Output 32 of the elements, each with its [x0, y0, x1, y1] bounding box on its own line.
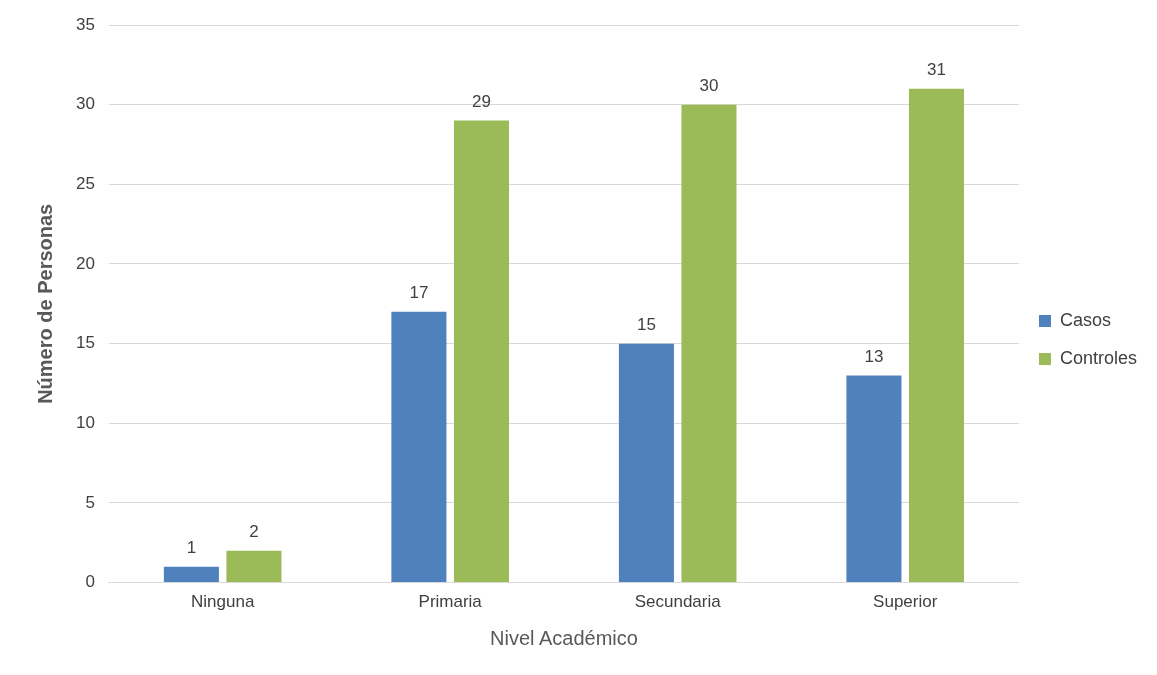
- data-label: 31: [927, 59, 946, 79]
- data-label: 15: [636, 314, 656, 334]
- x-tick-label: Primaria: [418, 592, 483, 612]
- data-label: 30: [699, 75, 719, 95]
- y-tick-label: 5: [85, 492, 95, 512]
- data-label: 13: [864, 346, 884, 366]
- y-tick-label: 20: [75, 253, 95, 273]
- y-tick-label: 25: [75, 174, 95, 193]
- data-label: 29: [472, 91, 491, 111]
- data-label: 17: [409, 282, 429, 302]
- bar: [618, 343, 674, 583]
- y-tick-label: 15: [75, 333, 95, 353]
- y-tick-label: 0: [85, 572, 95, 592]
- x-axis-title: Nivel Académico: [490, 626, 638, 649]
- bar: [391, 311, 447, 583]
- x-tick-label: Superior: [873, 592, 938, 612]
- bar: [908, 88, 965, 583]
- legend-label: Controles: [1059, 347, 1138, 368]
- bar: [453, 120, 509, 583]
- data-label: 2: [249, 521, 259, 541]
- legend-label: Casos: [1059, 309, 1111, 330]
- y-tick-label: 30: [75, 94, 95, 114]
- data-label: 1: [186, 537, 197, 557]
- x-tick-label: Secundaria: [634, 592, 722, 612]
- y-tick-label: 10: [75, 412, 95, 432]
- y-axis-title: Número de Personas: [33, 203, 56, 404]
- bar: [846, 375, 902, 583]
- y-tick-label: 35: [75, 14, 95, 34]
- bar: [226, 550, 282, 583]
- bar: [163, 566, 219, 583]
- bar: [681, 104, 737, 583]
- x-tick-label: Ninguna: [191, 592, 255, 612]
